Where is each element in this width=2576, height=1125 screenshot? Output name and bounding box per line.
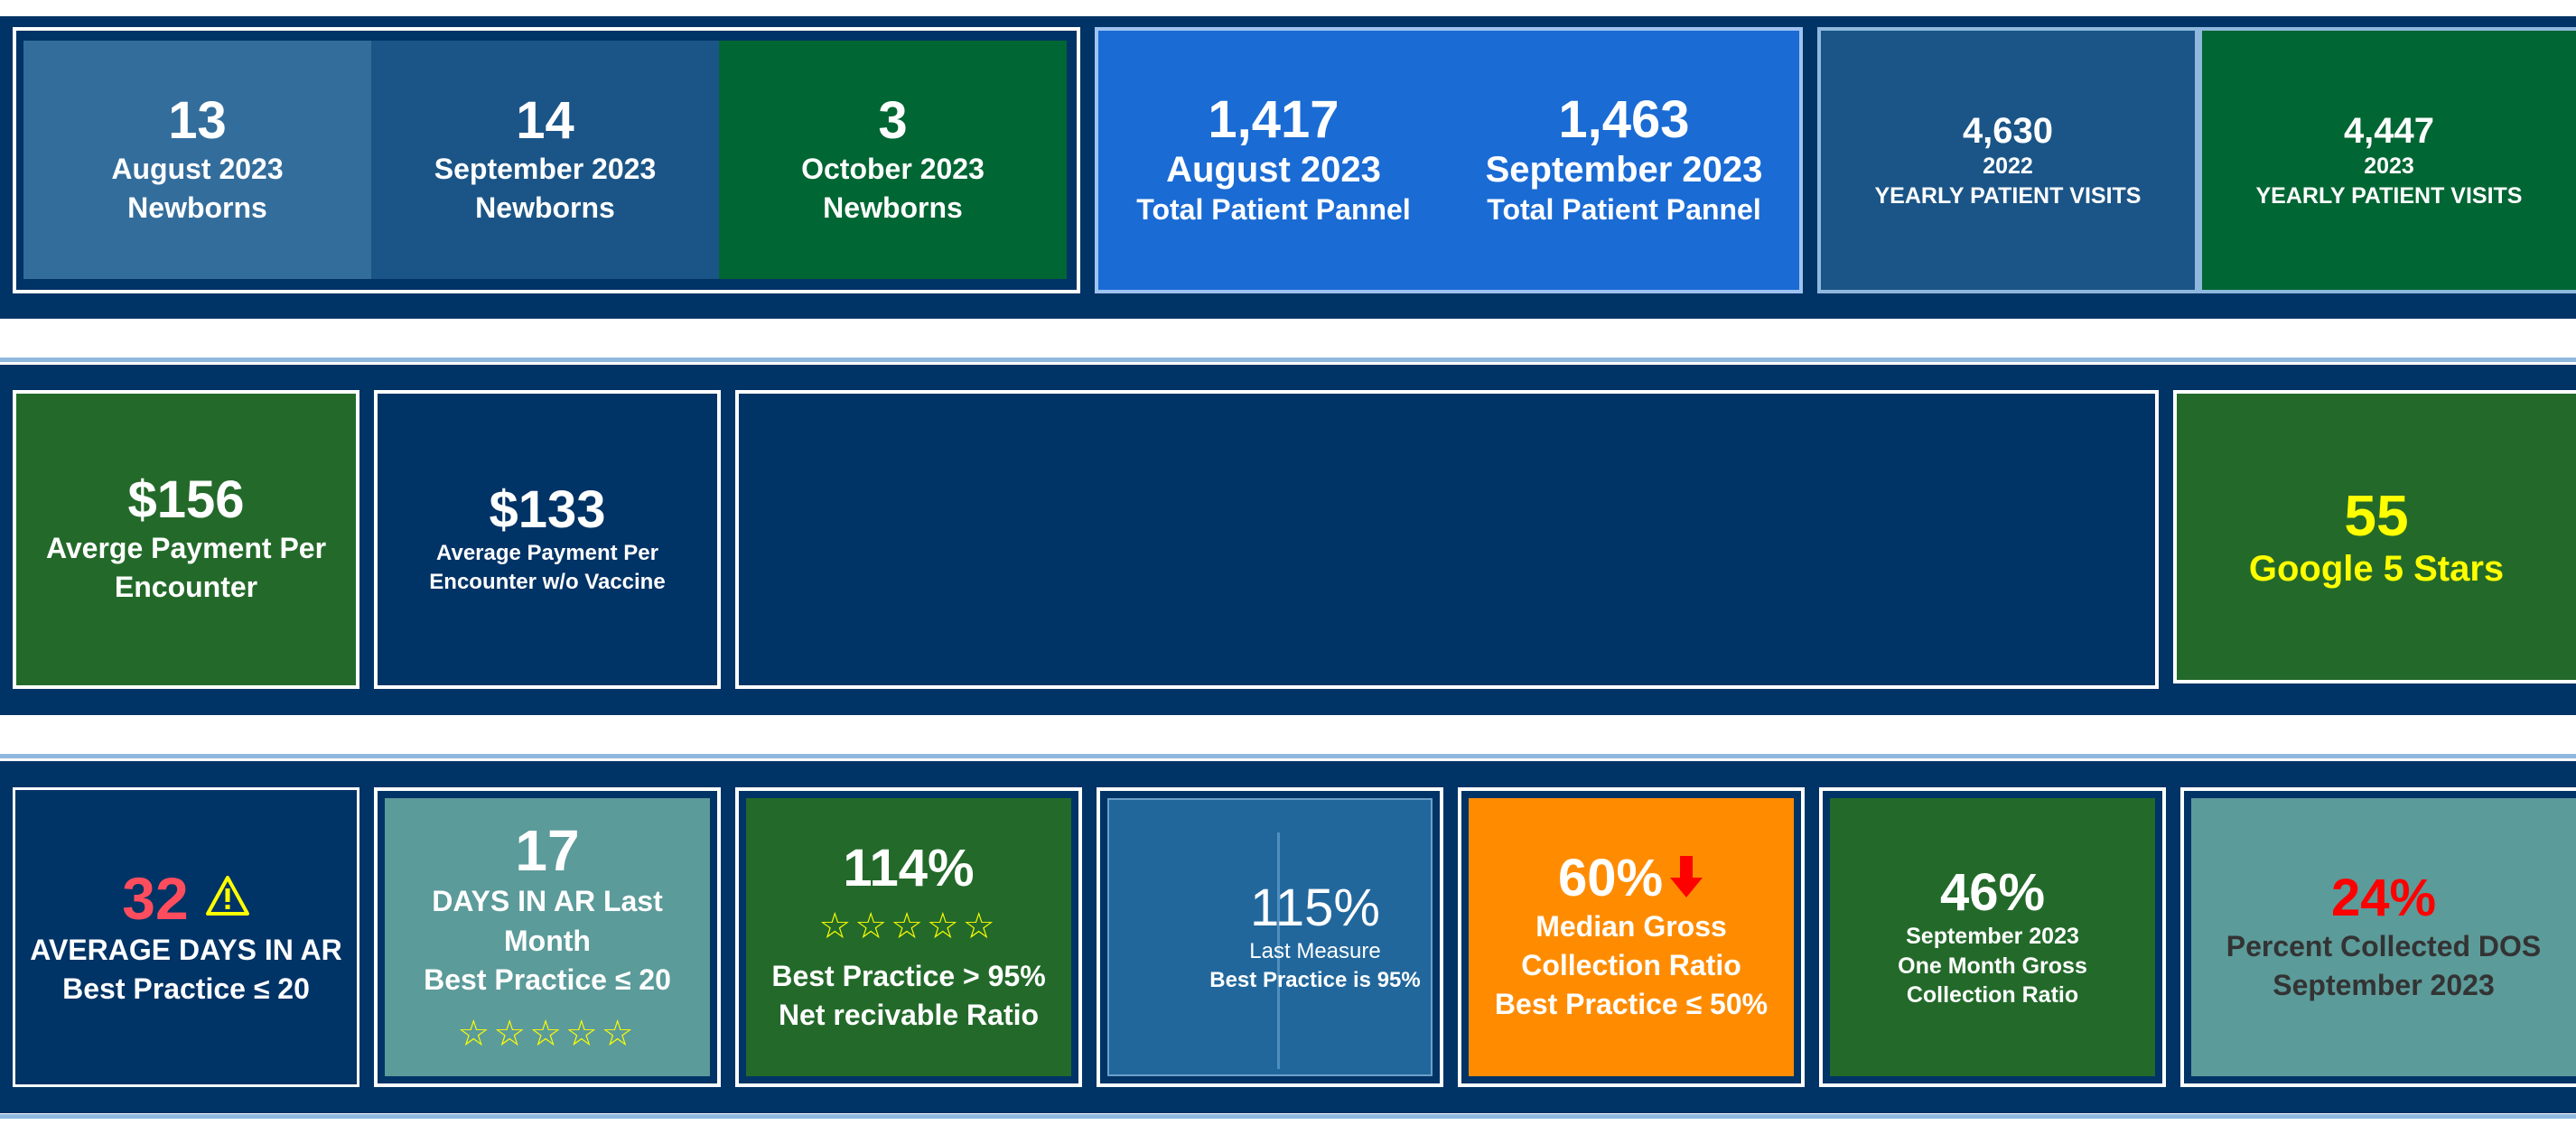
newborns-oct-tile: 3 October 2023 Newborns xyxy=(719,41,1067,279)
newborns-oct-month: October 2023 xyxy=(801,152,985,185)
days-ar-last-best: Best Practice ≤ 20 xyxy=(424,962,671,996)
one-month-gross-tile: 46% September 2023 One Month Gross Colle… xyxy=(1819,787,2166,1087)
patient-panel-tile: 1,417 August 2023 Total Patient Pannel 1… xyxy=(1095,27,1803,293)
avg-payment-novax-value: $133 xyxy=(489,480,606,540)
newborns-group-frame xyxy=(13,27,1080,293)
newborns-oct-label: Newborns xyxy=(823,191,963,224)
median-gross-best: Best Practice ≤ 50% xyxy=(1494,988,1769,1021)
newborns-sep-tile: 14 September 2023 Newborns xyxy=(371,41,719,279)
median-gross-label: Median Gross Collection Ratio xyxy=(1521,910,1741,982)
google-stars-value: 55 xyxy=(2344,483,2409,549)
row-separator-2 xyxy=(0,754,2576,758)
visits-2022-tile: 4,630 2022 YEARLY PATIENT VISITS xyxy=(1817,27,2198,293)
newborns-sep-value: 14 xyxy=(516,90,574,150)
empty-panel xyxy=(735,390,2159,689)
star-rating-icon: ☆☆☆☆☆ xyxy=(818,906,999,946)
dos-label: Percent Collected DOS September 2023 xyxy=(2226,929,2542,1001)
last-measure-value: 115% xyxy=(1249,878,1381,937)
newborns-sep-month: September 2023 xyxy=(434,152,657,185)
dos-value: 24% xyxy=(2330,868,2437,927)
days-ar-last-value: 17 xyxy=(515,818,580,884)
visits-2022-year: 2022 xyxy=(1983,153,2033,179)
visits-2023-value: 4,447 xyxy=(2343,111,2435,151)
newborns-aug-tile: 13 August 2023 Newborns xyxy=(23,41,371,279)
net-recv-best: Best Practice > 95% xyxy=(771,959,1046,992)
visits-2023-tile: 4,447 2023 YEARLY PATIENT VISITS xyxy=(2198,27,2576,293)
panel-aug-month: August 2023 xyxy=(1166,149,1381,190)
panel-sep-value: 1,463 xyxy=(1558,90,1690,149)
one-month-gross-label: One Month Gross Collection Ratio xyxy=(1898,953,2087,1009)
avg-payment-tile: $156 Averge Payment Per Encounter xyxy=(13,390,359,689)
visits-2023-label: YEARLY PATIENT VISITS xyxy=(2255,182,2523,209)
one-month-gross-month: September 2023 xyxy=(1906,924,2079,950)
panel-sep-label: Total Patient Pannel xyxy=(1487,192,1761,226)
avg-payment-novax-label: Average Payment Per Encounter w/o Vaccin… xyxy=(429,541,666,595)
newborns-aug-label: Newborns xyxy=(127,191,267,224)
visits-2023-year: 2023 xyxy=(2364,153,2414,179)
row-separator-1 xyxy=(0,358,2576,362)
panel-sep-month: September 2023 xyxy=(1485,149,1763,190)
google-stars-label: Google 5 Stars xyxy=(2248,548,2505,589)
last-measure-tile: 115% Last Measure Best Practice is 95% xyxy=(1097,787,1443,1087)
median-gross-value: 60% xyxy=(1557,849,1664,908)
days-ar-last-label: DAYS IN AR Last Month xyxy=(432,885,663,957)
panel-aug-value: 1,417 xyxy=(1208,90,1339,149)
visits-2022-label: YEARLY PATIENT VISITS xyxy=(1874,182,2142,209)
last-measure-label: Last Measure xyxy=(1249,938,1381,963)
one-month-gross-value: 46% xyxy=(1939,863,2046,923)
net-recv-label: Net recivable Ratio xyxy=(778,998,1040,1031)
avg-days-ar-best: Best Practice ≤ 20 xyxy=(62,972,310,1006)
warning-icon xyxy=(205,875,250,921)
newborns-aug-month: August 2023 xyxy=(111,152,284,185)
star-rating-icon: ☆☆☆☆☆ xyxy=(457,1013,638,1054)
net-recv-tile: 114% ☆☆☆☆☆ Best Practice > 95% Net reciv… xyxy=(735,787,1082,1087)
newborns-sep-label: Newborns xyxy=(475,191,615,224)
avg-days-ar-value: 32 xyxy=(122,864,189,932)
avg-days-ar-label: AVERAGE DAYS IN AR xyxy=(30,934,342,967)
panel-aug-label: Total Patient Pannel xyxy=(1136,192,1411,226)
newborns-aug-value: 13 xyxy=(168,90,227,150)
newborns-oct-value: 3 xyxy=(878,90,908,150)
avg-payment-label: Averge Payment Per Encounter xyxy=(45,532,327,604)
avg-payment-value: $156 xyxy=(127,470,245,530)
down-arrow-icon xyxy=(1668,854,1704,904)
visits-2022-value: 4,630 xyxy=(1962,111,2054,151)
net-recv-value: 114% xyxy=(843,838,975,897)
reference-line xyxy=(1277,832,1280,1069)
google-stars-tile: 55 Google 5 Stars xyxy=(2173,390,2576,683)
last-measure-best: Best Practice is 95% xyxy=(1209,967,1421,992)
dos-tile: 24% Percent Collected DOS September 2023 xyxy=(2180,787,2576,1087)
avg-payment-novax-tile: $133 Average Payment Per Encounter w/o V… xyxy=(374,390,721,689)
row-separator-3 xyxy=(0,1114,2576,1119)
days-ar-last-tile: 17 DAYS IN AR Last Month Best Practice ≤… xyxy=(374,787,721,1087)
median-gross-tile: 60% Median Gross Collection Ratio Best P… xyxy=(1458,787,1805,1087)
avg-days-ar-tile: 32 AVERAGE DAYS IN AR Best Practice ≤ 20 xyxy=(13,787,359,1087)
